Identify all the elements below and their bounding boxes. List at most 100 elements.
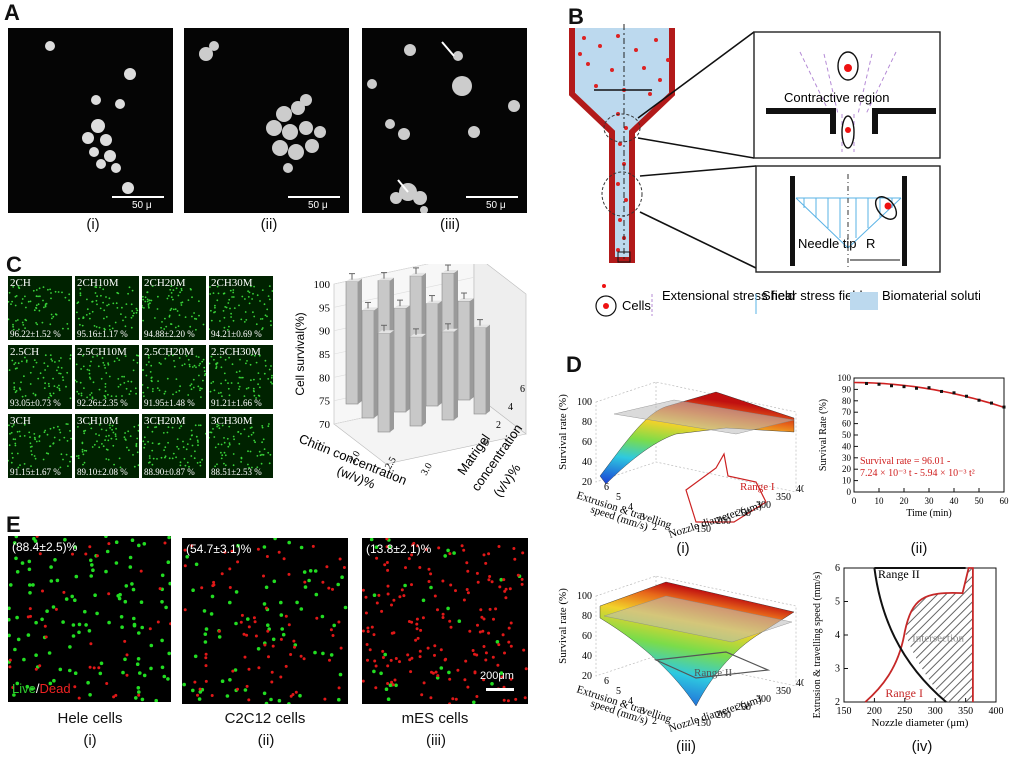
x-tick-label: 250: [736, 508, 751, 519]
x-tick-label: 300: [928, 706, 943, 717]
data-point: [965, 394, 968, 398]
intersection-plot: Range II Intersection Range I 2 3 4 5 6 150 200 25…: [812, 563, 1004, 729]
y-tick-label: 10: [842, 476, 852, 486]
live-cell-dots: [8, 285, 71, 331]
bar-3d: [393, 299, 410, 413]
live-dead-legend: Live/Dead: [12, 681, 71, 696]
x-axis-label: Nozzle diameter (μm): [872, 717, 969, 729]
x-tick-label: 40: [950, 496, 960, 506]
bar-3d: [409, 328, 426, 427]
tile-2-5ch20m: 2.5CH20M 91.95±1.48 %: [142, 345, 206, 409]
scale-bar: [486, 688, 514, 691]
panel-label-b: B: [568, 4, 584, 29]
panel-label-c: C: [6, 252, 22, 277]
caption-d-iii: (iii): [676, 738, 696, 755]
z-axis-label: Survival rate (%): [557, 588, 569, 664]
range-label: Range I: [740, 481, 775, 493]
data-point: [865, 381, 868, 385]
radius-label: R: [866, 236, 875, 251]
z-tick-label: 20: [582, 671, 592, 682]
data-point: [977, 398, 981, 402]
arrow-icon: [397, 179, 409, 193]
y-tick-label: 100: [314, 279, 331, 291]
slash-label: /: [35, 681, 40, 696]
threshold-plane: [613, 399, 795, 435]
z-tick-label: 60: [582, 631, 592, 642]
y-tick-label: 75: [319, 396, 331, 408]
cell-dots: [8, 536, 171, 702]
z-tick-label: 0: [484, 438, 489, 449]
cells-a-ii: [199, 41, 326, 173]
y-tick-label: 2: [652, 522, 657, 533]
data-point: [902, 385, 906, 389]
equation-line-2: 7.24 × 10⁻³ t - 5.94 × 10⁻³ t²: [860, 468, 975, 479]
x-tick-label: 250: [736, 702, 751, 713]
z-tick-label: 40: [582, 651, 592, 662]
intersection-label: Intersection: [912, 633, 964, 645]
y-tick-label: 4: [628, 696, 633, 707]
x-tick-label: 300: [756, 500, 771, 511]
x-tick-label: 350: [958, 706, 973, 717]
x-tick-label: 2.0: [347, 449, 363, 465]
live-dead-image-hele: (88.4±2.5)% Live/Dead: [8, 536, 171, 702]
dead-label: Dead: [39, 681, 71, 696]
data-point: [940, 389, 943, 393]
legend-biomaterial: Biomaterial solution: [882, 288, 980, 303]
y-tick-label: 5: [835, 597, 840, 608]
scale-bar: [288, 196, 340, 198]
tile-3ch: 3CH 91.15±1.67 %: [8, 414, 72, 478]
scale-label: 50 μ: [486, 200, 506, 211]
arrow-icon: [441, 41, 455, 57]
caption-a-i: (i): [86, 216, 100, 233]
y-axis-label: Extrusion & travelling speed (mm/s): [812, 572, 823, 719]
cell-dots: [182, 538, 348, 704]
x-tick-label: 400: [989, 706, 1004, 717]
live-dead-image-c2c12: (54.7±3.1)%: [182, 538, 348, 704]
bar-3d: [425, 295, 442, 407]
panel-label-a: A: [4, 0, 20, 25]
data-point: [1002, 405, 1006, 409]
y-tick-label: 6: [835, 563, 840, 574]
nozzle-diagram: Contractive region Needle tip R Cells Ex…: [569, 24, 980, 317]
y-tick-label: 3: [640, 706, 645, 717]
range-ii-boundary: [873, 567, 947, 703]
cell-dots: [362, 538, 528, 704]
tile-3ch20m: 3CH20M 88.90±0.87 %: [142, 414, 206, 478]
x-tick-label: 20: [900, 496, 910, 506]
contractive-label: Contractive region: [784, 90, 890, 105]
tile-2ch20m: 2CH20M 94.88±2.20 %: [142, 276, 206, 340]
bar-3d: [473, 319, 490, 415]
y-tick-label: 20: [842, 464, 852, 474]
y-tick-label: 2: [652, 716, 657, 727]
bar-3d: [441, 323, 458, 421]
x-tick-label: 400: [796, 678, 804, 689]
live-cell-dots: [209, 285, 273, 331]
y-tick-label: 6: [604, 482, 609, 493]
viability-percent: (54.7±3.1)%: [186, 542, 252, 556]
survival-surface: [599, 581, 795, 707]
z-tick-label: 6: [520, 384, 525, 395]
x-tick-label: 150: [696, 718, 711, 729]
cell-name-hele: Hele cells: [57, 710, 123, 727]
y-tick-label: 4: [628, 502, 633, 513]
tile-2-5ch10m: 2.5CH10M 92.26±2.35 %: [75, 345, 139, 409]
y-tick-label: 5: [616, 492, 621, 503]
z-axis-label: Survival rate (%): [557, 394, 569, 470]
data-point: [890, 384, 893, 388]
y-tick-label: 70: [319, 419, 331, 431]
caption-d-iv: (iv): [911, 738, 933, 755]
viability-percent: (13.8±2.1)%: [366, 542, 432, 556]
x-axis-label: Time (min): [906, 508, 951, 519]
legend-shear: Shear stress field: [762, 288, 862, 303]
y-tick-label: 3: [835, 664, 840, 675]
live-cell-dots: [142, 285, 205, 331]
x-tick-label: 150: [696, 524, 711, 535]
live-cell-dots: [209, 423, 272, 469]
tile-2-5ch30m: 2.5CH30M 91.21±1.66 %: [209, 345, 273, 409]
scale-label: 50 μ: [308, 200, 328, 211]
tile-3ch10m: 3CH10M 89.10±2.08 %: [75, 414, 139, 478]
range-label: Range II: [694, 667, 733, 679]
x-tick-label: 50: [975, 496, 985, 506]
x-tick-label: 200: [716, 516, 731, 527]
